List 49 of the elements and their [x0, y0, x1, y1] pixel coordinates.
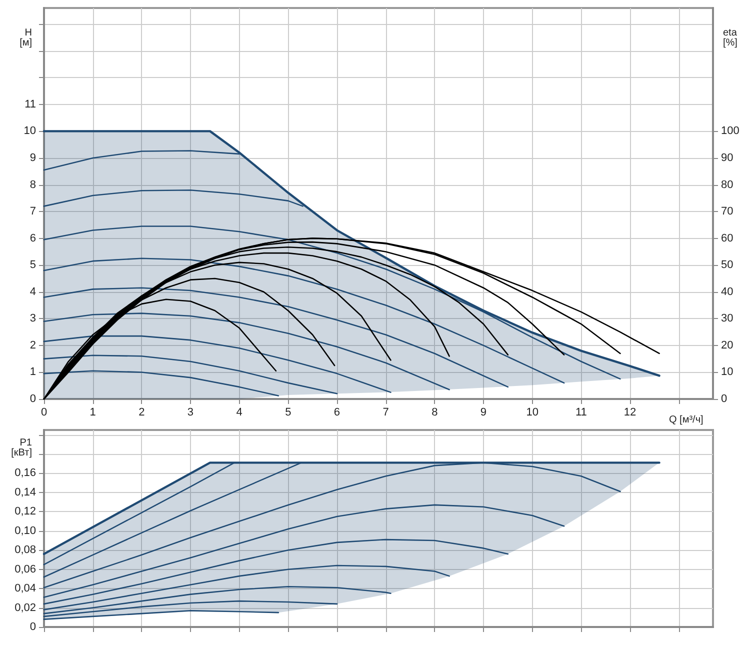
y-tick-label: 0,14: [14, 486, 36, 498]
y2-tick-label: 80: [721, 178, 734, 191]
y-tick-label: 1: [30, 366, 36, 378]
x-tick-label: 9: [480, 406, 487, 418]
y-tick-label: 6: [30, 232, 36, 244]
y-tick-label: 0,10: [14, 524, 36, 537]
y2-tick-label: 70: [721, 206, 734, 218]
y-tick-label: 0,04: [14, 582, 36, 595]
y-tick-label: 0,12: [14, 506, 36, 518]
y-tick-label: 8: [30, 178, 36, 191]
y-axis-title: P1 [кВт]: [11, 438, 32, 458]
x-axis-title: Q [м³/ч]: [669, 414, 704, 426]
x-tick-label: 7: [382, 406, 389, 418]
y-tick-label: 0: [30, 621, 36, 633]
y-tick-label: 0: [30, 393, 36, 405]
x-tick-label: 3: [187, 406, 194, 418]
y-tick-label: 5: [30, 259, 36, 272]
y-tick-label: 10: [24, 125, 36, 138]
x-tick-label: 12: [624, 406, 636, 418]
y2-axis-title: eta [%]: [723, 28, 738, 48]
y-tick-label: 0,06: [14, 563, 36, 576]
x-tick-label: 11: [575, 406, 587, 418]
y-tick-label: 7: [30, 206, 36, 218]
y-tick-label: 3: [30, 312, 36, 325]
y2-tick-label: 60: [721, 232, 734, 244]
y2-tick-label: 30: [721, 312, 734, 325]
y-tick-label: 0,02: [14, 602, 36, 614]
y-tick-label: 9: [30, 152, 36, 164]
y-tick-label: 0,16: [14, 467, 36, 480]
y-tick-label: 2: [30, 339, 36, 352]
x-tick-label: 2: [138, 406, 145, 418]
x-tick-label: 4: [236, 406, 242, 418]
x-tick-label: 5: [285, 406, 292, 418]
y2-tick-label: 50: [721, 259, 734, 272]
x-tick-label: 8: [432, 406, 438, 418]
y-axis-title: H [м]: [20, 28, 32, 48]
y2-tick-label: 0: [721, 393, 728, 405]
y2-tick-label: 40: [721, 286, 734, 298]
y-tick-label: 11: [24, 98, 36, 110]
y2-tick-label: 20: [721, 339, 734, 352]
x-tick-label: 0: [40, 406, 48, 418]
y2-tick-label: 90: [721, 152, 734, 164]
y-tick-label: 0,08: [14, 544, 36, 556]
x-tick-label: 10: [526, 406, 538, 418]
y-tick-label: 4: [30, 286, 36, 298]
y2-tick-label: 100: [721, 125, 740, 138]
x-tick-label: 6: [334, 406, 340, 418]
y2-tick-label: 10: [721, 366, 734, 378]
x-tick-label: 1: [90, 406, 96, 418]
